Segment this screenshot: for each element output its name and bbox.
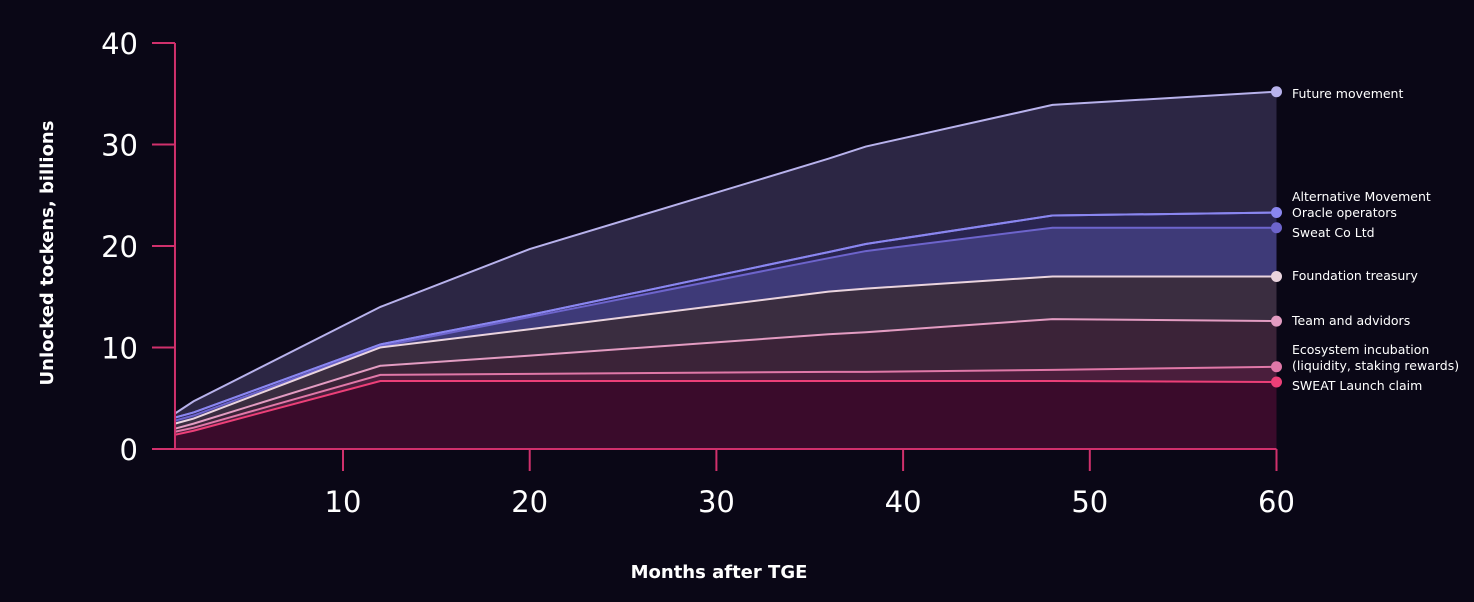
x-tick-label: 10 [325,485,362,519]
legend: Future movement Alternative MovementOracl… [1271,86,1459,393]
x-tick-label: 20 [511,485,548,519]
series-line-5 [174,318,1277,430]
x-tick-label: 30 [698,485,735,519]
legend-marker-3 [1271,222,1282,234]
series-line-7 [174,379,1277,436]
legend-label-2: Oracle operators [1292,205,1397,220]
y-axis-label: Unlocked tockens, billions [37,121,58,386]
y-tick-label: 20 [101,230,138,264]
legend-label-5: Team and advidors [1291,313,1410,328]
series-line-2 [174,211,1277,419]
legend-label-7: SWEAT Launch claim [1292,378,1422,393]
x-tick-label: 50 [1071,485,1108,519]
x-tick-label: 60 [1258,485,1295,519]
legend-label-3: Sweat Co Ltd [1292,225,1375,240]
area-layers [174,90,1277,449]
y-tick-label: 40 [101,27,138,61]
legend-label-4: Foundation treasury [1292,268,1418,283]
series-line-4 [174,275,1277,425]
legend-label-6: Ecosystem incubation (liquidity, staking … [1292,342,1459,373]
legend-marker-0 [1271,86,1282,98]
series-line-6 [174,365,1277,433]
x-tick-label: 40 [885,485,922,519]
legend-marker-6 [1271,361,1282,373]
legend-marker-7 [1271,376,1282,388]
legend-marker-4 [1271,270,1282,282]
y-tick-label: 10 [101,332,138,366]
x-axis-label: Months after TGE [631,562,808,583]
legend-label-1: Alternative Movement [1292,189,1431,204]
y-tick-label: 0 [120,433,138,467]
series-line-0 [174,90,1277,415]
y-tick-label: 30 [101,129,138,163]
area-7 [174,380,1277,449]
legend-marker-5 [1271,315,1282,327]
legend-label-0: Future movement [1292,86,1403,101]
axes: 0 10 20 30 40 10 20 30 40 50 60 [101,27,1295,519]
series-line-3 [174,226,1277,422]
legend-marker-2 [1271,207,1282,219]
